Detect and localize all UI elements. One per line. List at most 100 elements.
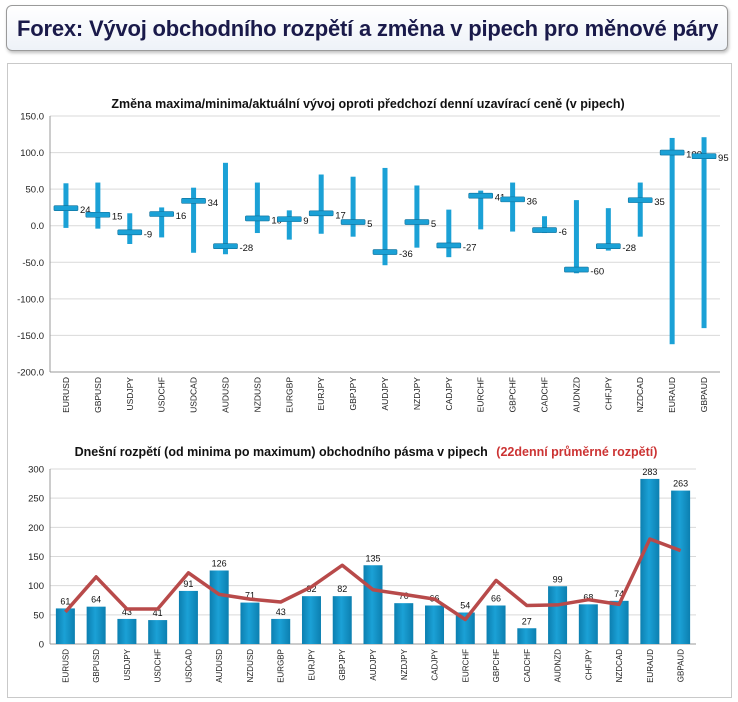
current-marker [245,215,270,222]
charts-canvas: Změna maxima/minima/aktuální vývoj oprot… [17,97,729,683]
data-label: 82 [306,584,316,594]
range-bar [271,618,291,644]
data-label: 10 [271,215,282,226]
current-marker [500,196,525,203]
x-tick-label: EURUSD [61,649,70,683]
data-label: -27 [463,242,477,253]
x-tick-label: AUDNZD [571,377,581,412]
range-bar [191,187,197,253]
range-chart-title: Dnešní rozpětí (od minima po maximum) ob… [75,445,658,459]
y-tick-label: 250 [28,494,44,505]
data-label: 34 [208,198,219,209]
range-bar [542,216,548,234]
x-tick-label: NZDJPY [400,648,409,680]
range-bar [363,565,383,644]
x-tick-label: CHFJPY [584,648,593,680]
data-label: 74 [614,589,624,599]
data-label: 17 [335,210,346,221]
range-bar [455,612,475,644]
range-bar [701,137,707,329]
y-tick-label: -50.0 [22,258,44,269]
data-label: 263 [673,479,688,489]
range-bar [55,608,75,644]
data-label: 91 [183,579,193,589]
y-tick-label: 50 [33,610,44,621]
x-tick-label: NZDCAD [615,649,624,683]
x-tick-label: CADJPY [444,377,454,411]
y-tick-label: 150.0 [20,112,44,123]
x-tick-label: EURCHF [461,649,470,682]
x-tick-label: EURJPY [316,377,326,411]
data-label: 99 [553,574,563,584]
range-bar [486,605,506,644]
data-label: 126 [212,559,227,569]
x-tick-label: AUDJPY [380,377,390,411]
range-bar [350,176,356,237]
current-marker [85,211,111,218]
page-title: Forex: Vývoj obchodního rozpětí a změna … [17,16,719,41]
x-tick-label: GBPCHF [508,377,518,412]
range-bar [609,600,629,644]
x-tick-label: GBPUSD [93,377,103,413]
x-tick-label: GBPJPY [338,648,347,680]
data-label: 24 [80,205,91,216]
current-marker [468,192,494,199]
x-tick-label: USDCAD [189,377,199,413]
page-header: Forex: Vývoj obchodního rozpětí a změna … [6,5,728,51]
range-bar [209,570,229,644]
data-label: -36 [399,249,413,260]
x-tick-label: USDCHF [154,649,163,682]
range-bar [640,478,660,644]
charts-panel: Změna maxima/minima/aktuální vývoj oprot… [7,63,732,698]
data-label: 43 [276,607,286,617]
y-tick-label: 100 [28,581,44,592]
current-marker [372,249,398,255]
range-bar [178,590,198,644]
y-tick-label: 0 [39,640,44,651]
x-tick-label: AUDNZD [554,649,563,683]
current-marker [627,197,653,203]
range-bar [446,209,452,258]
current-marker [532,227,557,233]
x-tick-label: CADCHF [523,649,532,682]
current-marker [117,229,143,236]
current-marker [404,219,430,225]
y-tick-label: 0.0 [31,221,44,232]
x-tick-label: CADJPY [431,648,440,680]
data-label: 9 [303,216,308,227]
x-tick-label: EURGBP [284,377,294,413]
range-bar [86,606,106,644]
y-tick-label: 300 [28,465,44,476]
current-marker [436,242,462,249]
x-tick-label: NZDUSD [246,649,255,683]
data-label: 41 [495,193,506,204]
y-tick-label: -100.0 [17,294,44,305]
change-chart-title: Změna maxima/minima/aktuální vývoj oprot… [111,97,624,111]
data-label: 5 [431,219,436,230]
x-tick-label: EURAUD [646,649,655,683]
range-bar [578,604,598,644]
data-label: 36 [527,196,538,207]
data-label: 43 [122,607,132,617]
data-label: 68 [583,592,593,602]
x-tick-label: EURAUD [667,377,677,413]
range-bar [478,190,484,230]
x-tick-label: AUDUSD [220,377,230,413]
x-tick-label: GBPUSD [92,649,101,683]
x-tick-label: NZDJPY [412,377,422,410]
current-marker [149,211,174,217]
current-marker [276,216,302,222]
y-tick-label: 50.0 [26,185,45,196]
range-bar [127,213,133,244]
range-bar [254,182,260,234]
range-bar [637,182,643,237]
data-label: 16 [176,211,187,222]
x-tick-label: AUDJPY [369,648,378,680]
data-label: 41 [153,608,163,618]
data-label: 35 [654,197,665,208]
current-marker [691,153,717,160]
range-bar [148,620,168,644]
x-tick-label: USDJPY [125,377,135,411]
range-bar [671,490,691,644]
range-bar [382,167,388,266]
